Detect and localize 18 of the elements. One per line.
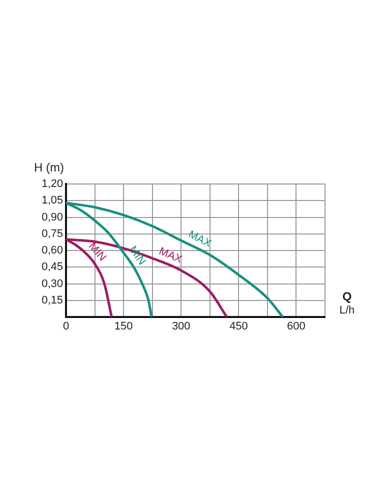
y-tick-label: 1,20 — [42, 178, 63, 190]
x-tick-label: 150 — [114, 320, 133, 333]
text: MIN — [86, 240, 108, 264]
x-axis-title: Q L/h — [339, 289, 355, 317]
y-tick-label: 0,90 — [42, 211, 63, 224]
x-tick-label: 600 — [287, 320, 306, 333]
x-tick-label: 450 — [229, 320, 248, 333]
text: MAX — [186, 228, 214, 250]
text: MAX — [157, 245, 184, 266]
y-tick-label: 1,05 — [42, 194, 63, 207]
y-tick-label: 0,75 — [42, 228, 63, 240]
y-tick-label: 0,30 — [42, 278, 63, 290]
x-tick-label: 300 — [172, 320, 190, 333]
y-tick-label: 0,60 — [42, 244, 63, 257]
y-axis-title: H (m) — [34, 160, 64, 174]
y-tick-label: 0,15 — [42, 294, 63, 306]
y-tick-label: 0,45 — [42, 261, 63, 274]
x-tick-label: 0 — [62, 320, 70, 333]
